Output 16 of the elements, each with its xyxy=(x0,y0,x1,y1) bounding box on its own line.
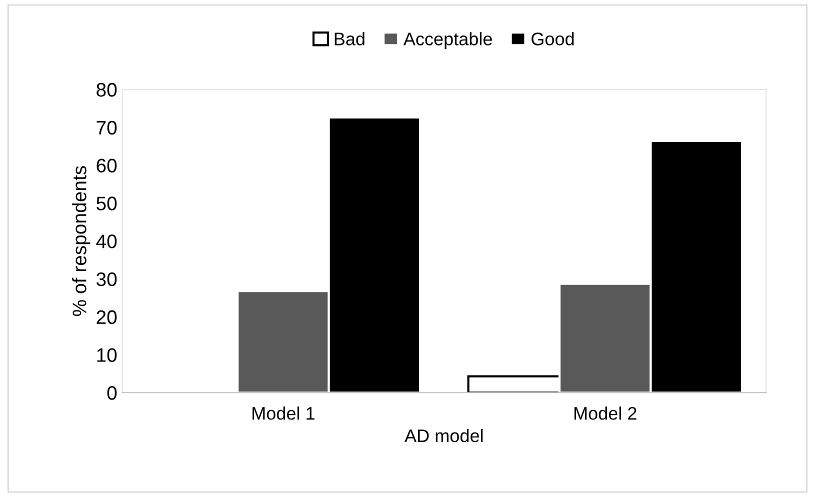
y-axis-title: % of respondents xyxy=(72,166,90,316)
y-tick-label: 50 xyxy=(96,196,117,210)
y-tick-label: 20 xyxy=(96,310,117,324)
y-tick-label: 10 xyxy=(97,348,117,362)
x-tick-label: Model 2 xyxy=(574,406,636,420)
y-tick-label: 30 xyxy=(96,272,117,286)
y-tick-label: 0 xyxy=(107,386,117,400)
y-tick-label: 60 xyxy=(96,158,117,172)
legend-label: Good xyxy=(532,32,574,46)
y-tick-label: 70 xyxy=(96,120,117,135)
legend-label: Acceptable xyxy=(403,32,492,49)
legend-label: Bad xyxy=(334,32,364,46)
x-axis-title: AD model xyxy=(404,428,483,442)
x-tick-label: Model 1 xyxy=(252,406,314,420)
y-tick-label: 80 xyxy=(96,82,117,97)
y-tick-label: 40 xyxy=(96,234,117,248)
